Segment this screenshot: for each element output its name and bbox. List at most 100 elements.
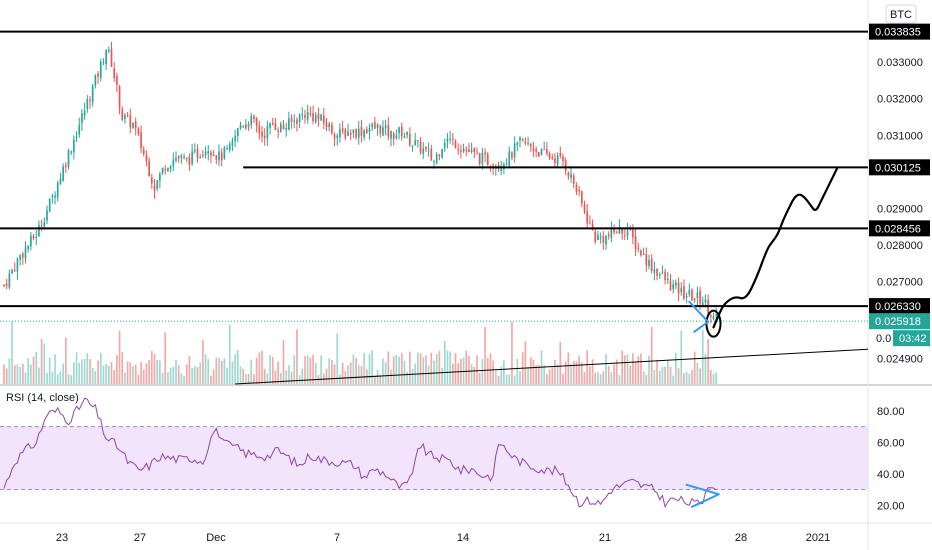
volume-bar bbox=[215, 357, 218, 384]
level-label: 0.030125 bbox=[875, 162, 921, 174]
candle-body bbox=[150, 177, 153, 184]
volume-bar bbox=[204, 354, 207, 384]
volume-bar bbox=[43, 343, 46, 384]
candle-body bbox=[239, 124, 242, 129]
candle-body bbox=[27, 245, 30, 250]
candle-body bbox=[86, 99, 89, 110]
volume-bar bbox=[384, 362, 387, 384]
candle-body bbox=[605, 235, 607, 245]
price-tick-label: 0.033000 bbox=[877, 57, 923, 69]
volume-bar bbox=[419, 353, 422, 384]
price-scale[interactable]: 0.033000 0.032000 0.031000 0.029000 0.028000… bbox=[869, 23, 930, 366]
candle-body bbox=[24, 247, 27, 259]
volume-bar bbox=[129, 362, 132, 384]
candle-body bbox=[408, 133, 411, 145]
level-label-box[interactable] bbox=[869, 298, 930, 315]
candle-body bbox=[395, 135, 398, 138]
timer-box[interactable] bbox=[893, 330, 930, 347]
candle-body bbox=[363, 130, 365, 138]
rsi-tick-label: 40.00 bbox=[877, 469, 905, 481]
candle-body bbox=[640, 250, 642, 256]
candle-body bbox=[5, 283, 8, 286]
projection-path[interactable] bbox=[712, 167, 839, 329]
volume-bar bbox=[699, 368, 701, 384]
volume-bar bbox=[153, 353, 156, 384]
candle-body bbox=[451, 138, 454, 140]
volume-bar bbox=[551, 367, 554, 384]
candle-body bbox=[309, 113, 312, 115]
candle-body bbox=[513, 143, 516, 158]
rsi-scale[interactable]: 80.00 60.00 40.00 20.00 bbox=[877, 406, 905, 512]
candle-body bbox=[148, 160, 150, 177]
candle-body bbox=[46, 210, 48, 221]
rsi-arrow[interactable] bbox=[685, 483, 720, 508]
volume-bar bbox=[121, 352, 124, 384]
volume-bar bbox=[35, 351, 38, 384]
candle-body bbox=[145, 155, 148, 161]
current-price-box[interactable] bbox=[869, 313, 930, 330]
candle-body bbox=[285, 128, 288, 130]
candle-body bbox=[554, 158, 556, 164]
price-pane[interactable] bbox=[0, 0, 868, 384]
current-price-label: 0.025918 bbox=[875, 316, 921, 328]
candle-body bbox=[314, 115, 317, 123]
rsi-title: RSI (14, close) bbox=[6, 392, 79, 404]
candle-body bbox=[443, 142, 446, 148]
volume-bar bbox=[677, 368, 680, 384]
volume-bar bbox=[140, 361, 142, 384]
volume-bar bbox=[218, 357, 220, 384]
level-label-box[interactable] bbox=[869, 159, 930, 176]
candle-body bbox=[658, 274, 661, 276]
rsi-line[interactable] bbox=[3, 397, 717, 509]
level-label-box[interactable] bbox=[869, 220, 930, 237]
drawing-annotations[interactable] bbox=[688, 167, 839, 338]
rsi-series[interactable] bbox=[3, 397, 720, 509]
candle-body bbox=[589, 222, 591, 224]
volume-bar bbox=[236, 350, 239, 384]
candle-body bbox=[400, 126, 403, 137]
candle-body bbox=[634, 235, 637, 249]
volume-bar bbox=[650, 326, 653, 384]
candle-body bbox=[13, 270, 16, 272]
candle-body bbox=[462, 148, 465, 152]
volume-bar bbox=[210, 375, 212, 384]
time-tick-label: Dec bbox=[206, 532, 226, 544]
volume-bar bbox=[438, 350, 441, 384]
volume-bar bbox=[325, 368, 328, 384]
candle-body bbox=[183, 156, 185, 158]
volume-bar bbox=[443, 340, 446, 384]
candle-body bbox=[347, 131, 349, 136]
volume-bar bbox=[696, 362, 699, 384]
volume-bar bbox=[712, 373, 715, 384]
candle-body bbox=[699, 290, 701, 304]
candle-body bbox=[279, 123, 282, 132]
volume-bar bbox=[511, 321, 513, 384]
candle-body bbox=[457, 149, 460, 151]
trend-line[interactable] bbox=[235, 348, 869, 385]
volume-bar bbox=[97, 360, 99, 384]
volume-bar bbox=[610, 372, 613, 384]
candle-body bbox=[546, 148, 548, 154]
volume-bar bbox=[513, 375, 516, 384]
volume-bar bbox=[352, 354, 355, 384]
candle-body bbox=[349, 133, 352, 135]
volume-bar bbox=[89, 358, 91, 384]
volume-bar bbox=[67, 373, 70, 384]
volume-bar bbox=[597, 372, 599, 384]
level-label-box[interactable] bbox=[869, 23, 930, 40]
symbol-badge-box[interactable] bbox=[885, 4, 917, 24]
candle-body bbox=[306, 111, 309, 120]
candle-body bbox=[441, 149, 443, 158]
volume-bar bbox=[75, 352, 78, 384]
bar-timer: 03:42 bbox=[899, 333, 927, 345]
candle-body bbox=[263, 136, 266, 138]
volume-bar bbox=[183, 375, 185, 384]
volume-bar bbox=[30, 364, 32, 384]
volume-bar bbox=[683, 373, 685, 384]
time-scale[interactable]: 23 27 Dec 7 14 21 28 2021 bbox=[56, 532, 830, 544]
price-arrow[interactable] bbox=[688, 300, 710, 333]
candle-body bbox=[271, 123, 274, 125]
volume-bar bbox=[594, 372, 597, 384]
candle-body bbox=[331, 124, 333, 134]
